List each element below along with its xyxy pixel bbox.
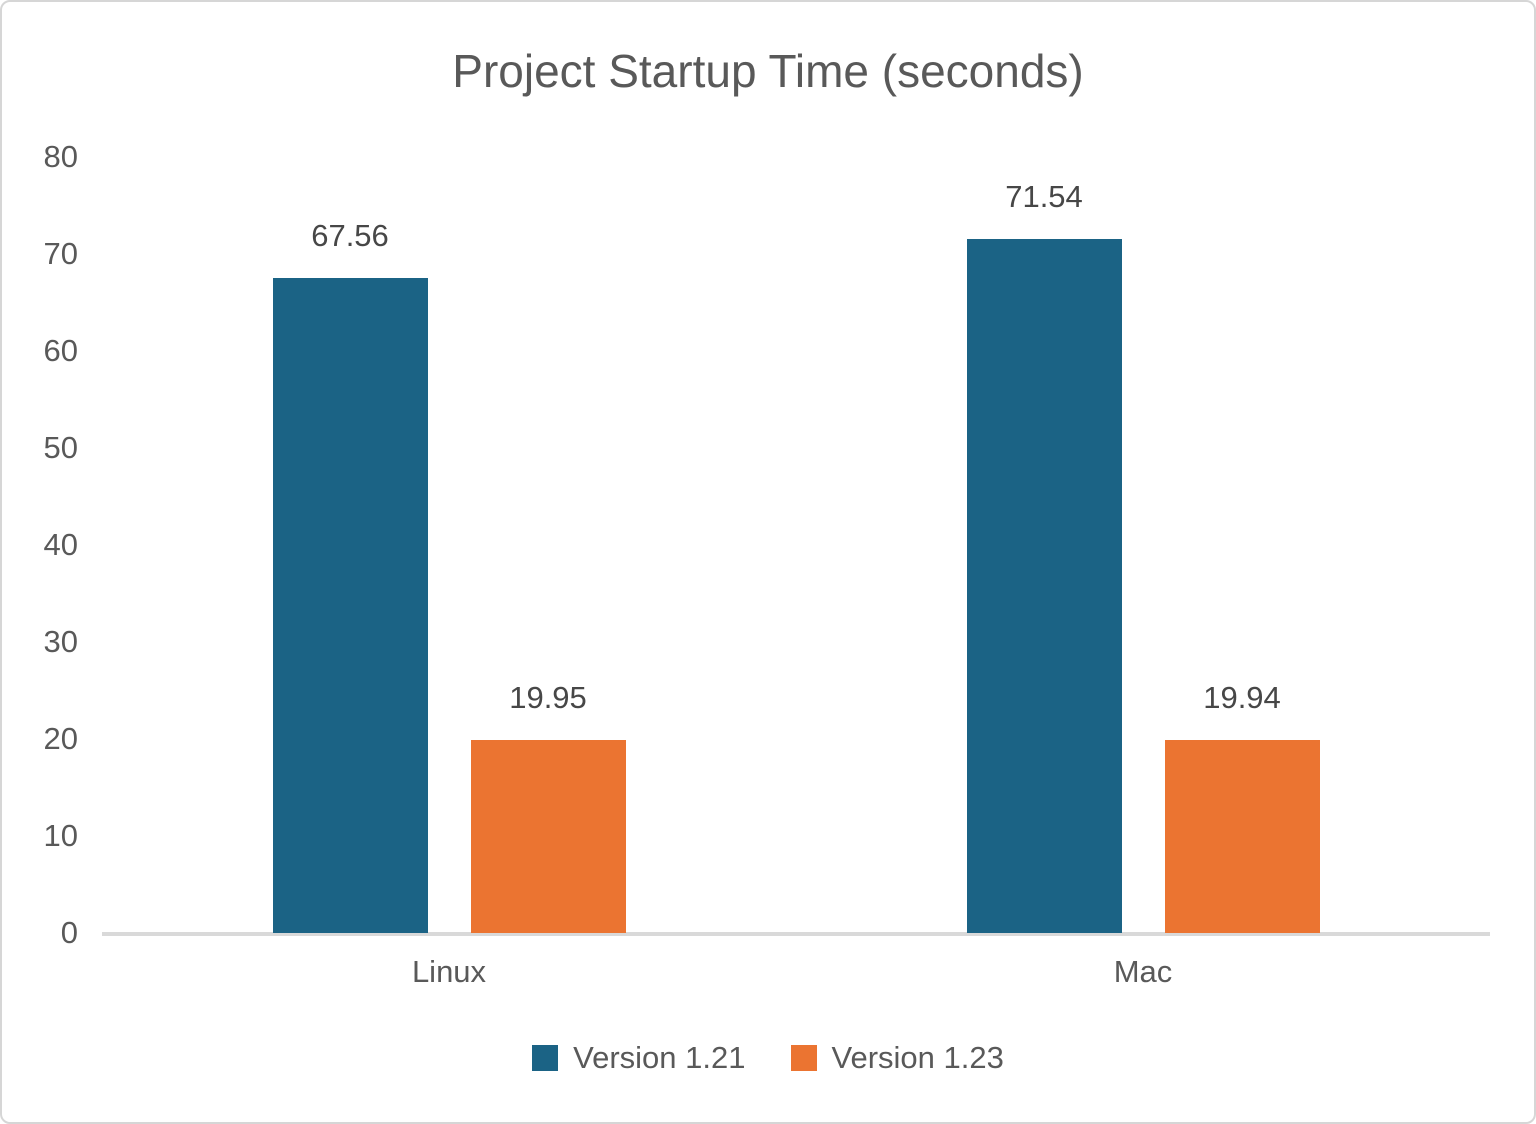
category-group-mac: 71.54 19.94	[796, 157, 1490, 933]
y-axis-tick-label: 70	[43, 236, 78, 271]
y-axis: 80 70 60 50 40 30 20 10 0	[2, 139, 82, 950]
y-axis-tick-label: 50	[43, 430, 78, 465]
y-axis-tick-label: 30	[43, 624, 78, 659]
legend-item-version-1-21: Version 1.21	[532, 1040, 746, 1076]
chart-title: Project Startup Time (seconds)	[452, 45, 1084, 97]
y-axis-tick-label: 40	[43, 527, 78, 562]
bar-version-1-23-mac: 19.94	[1164, 680, 1320, 933]
bar-version-1-21-mac: 71.54	[966, 179, 1122, 933]
legend-swatch-icon	[532, 1045, 559, 1071]
legend-swatch-icon	[790, 1045, 817, 1071]
plot-area: 67.56 19.95 71.54 19.94	[102, 157, 1490, 936]
x-axis-label-mac: Mac	[1113, 954, 1173, 989]
bar-value-label: 71.54	[1005, 179, 1083, 215]
bar-version-1-23-linux: 19.95	[470, 680, 626, 933]
bar-value-label: 67.56	[311, 217, 389, 253]
bar-value-label: 19.94	[1203, 679, 1281, 715]
y-axis-tick-label: 60	[43, 333, 78, 368]
bar-version-1-21-linux: 67.56	[272, 218, 428, 933]
bar-value-label: 19.95	[509, 679, 587, 715]
legend: Version 1.21 Version 1.23	[2, 1040, 1534, 1076]
x-axis-line	[102, 932, 1490, 936]
x-axis-label-linux: Linux	[411, 954, 487, 989]
x-axis-category-labels: Linux Mac	[102, 954, 1490, 990]
y-axis-tick-label: 20	[43, 721, 78, 756]
legend-item-version-1-23: Version 1.23	[790, 1040, 1004, 1076]
category-group-linux: 67.56 19.95	[102, 157, 796, 933]
legend-label: Version 1.23	[831, 1040, 1004, 1075]
y-axis-tick-label: 0	[60, 915, 78, 950]
legend-label: Version 1.21	[573, 1040, 746, 1075]
y-axis-tick-label: 80	[43, 139, 78, 174]
y-axis-tick-label: 10	[43, 818, 78, 853]
